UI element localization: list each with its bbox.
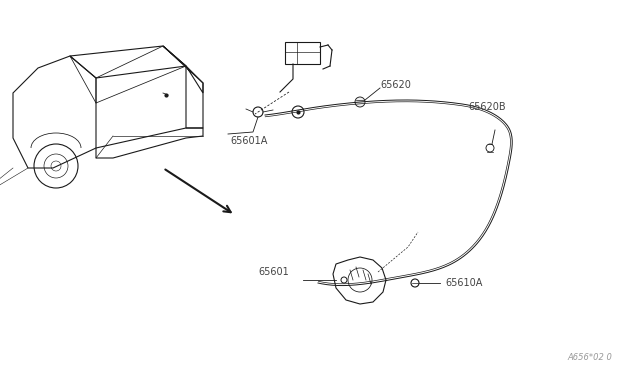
- Text: 65601: 65601: [258, 267, 289, 277]
- Circle shape: [355, 97, 365, 107]
- Text: 65610A: 65610A: [445, 278, 483, 288]
- Text: 65620: 65620: [380, 80, 411, 90]
- Text: 65601A: 65601A: [230, 136, 268, 146]
- Text: 65620B: 65620B: [468, 102, 506, 112]
- Text: A656*02 0: A656*02 0: [568, 353, 612, 362]
